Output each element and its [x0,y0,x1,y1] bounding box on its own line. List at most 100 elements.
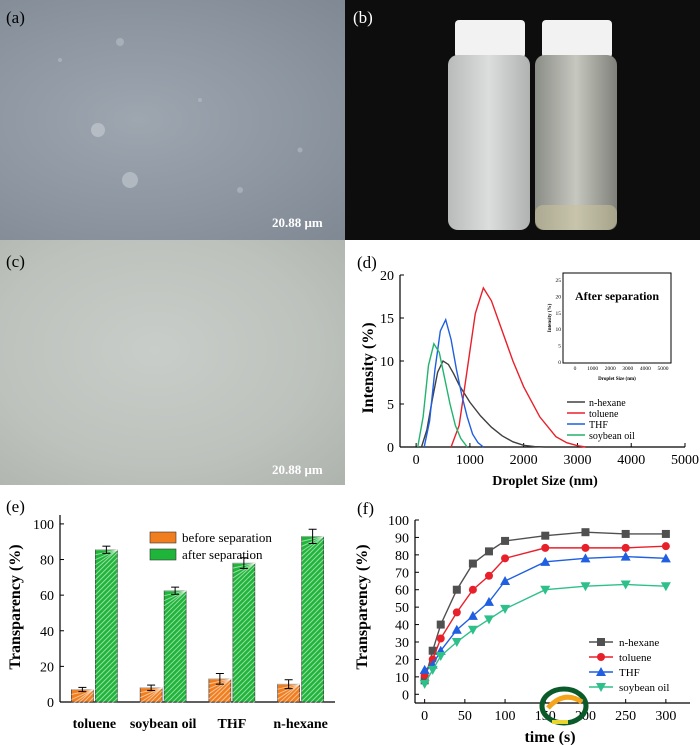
chart-f-data-point [661,542,670,551]
chart-e-bar-hatch [301,624,324,647]
chart-e-bar-hatch [301,654,324,677]
chart-f-legend-label: soybean oil [619,682,669,694]
chart-f-data-point [621,529,630,538]
chart-e-bar-hatch [301,594,324,617]
chart-f-data-point [484,547,493,556]
chart-e-bar-hatch [301,559,324,582]
chart-e-bar-hatch [95,622,118,646]
chart-e-bar-hatch [163,603,187,627]
chart-e-bar-hatch [163,683,187,707]
chart-f-data-point [621,543,630,552]
chart-e-bar-hatch [95,549,118,561]
chart-f-data-point [451,624,462,634]
chart-e-bar-hatch [163,633,187,657]
chart-f-data-point [581,528,590,537]
inset-y-tick-label: 10 [556,327,562,333]
chart-f-data-point [541,543,550,552]
chart-e-bar-hatch [301,614,324,637]
chart-e-bar-hatch [163,693,187,717]
chart-e-bar-hatch [301,684,324,707]
chart-e-bar-hatch [95,592,118,616]
chart-e-legend-label: after separation [182,547,263,562]
scale-bar-c: 20.88 μm [272,462,323,477]
chart-e-bar-hatch [232,562,256,579]
chart-e-bar-hatch [95,577,118,601]
scale-bar-a: 20.88 μm [272,215,323,230]
chart-e-bar-hatch [163,618,187,642]
chart-f-data-point [580,553,591,563]
chart-e-bar-hatch [95,597,118,621]
chart-d-inset: After separation Droplet Size (nm) Inten… [548,272,672,382]
chart-e-bar-hatch [232,660,256,684]
chart-f-data-point [427,665,438,675]
chart-d-legend-label: soybean oil [589,431,635,442]
chart-e-bar-hatch [301,574,324,597]
chart-e-bar-hatch [95,662,118,686]
chart-f-legend-label: THF [619,667,640,679]
chart-f-x-tick-label: 250 [615,709,636,724]
chart-e-bar-hatch [163,590,187,607]
chart-e-bar-hatch [301,584,324,607]
chart-e-bar-hatch [232,640,256,664]
chart-e-category-label: n-hexane [273,717,327,732]
chart-e-bar-hatch [301,629,324,652]
chart-e-bar-hatch [232,680,256,704]
chart-e-bar-hatch [277,696,300,720]
chart-e-y-tick-label: 40 [40,625,54,640]
chart-d-series-line [420,359,546,448]
chart-f-y-tick-label: 60 [395,584,409,599]
chart-e-bar-hatch [95,632,118,656]
chart-e-bar-hatch [71,689,94,700]
chart-e-bar-hatch [301,536,324,557]
inset-x-tick-label: 3000 [622,366,633,372]
chart-f-data-point [468,585,477,594]
chart-f-data-point [484,571,493,580]
inset-x-tick-label: 2000 [605,366,616,372]
chart-f-data-point [436,620,445,629]
micrograph-c: (c) 20.88 μm [0,240,345,485]
chart-e-bar-hatch [208,696,232,720]
chart-transparency-bars: (e) 0 20 40 60 80 100 toluene soybean oil THF n-h… [6,497,335,732]
chart-e-bar-hatch [301,689,324,712]
chart-f-y-tick-label: 20 [395,653,409,668]
chart-f-data-point [661,529,670,538]
chart-e-bar-hatch [232,690,256,714]
chart-e-bar-hatch [232,590,256,614]
chart-f-data-point [580,582,591,592]
chart-e-bar-hatch [232,700,256,724]
chart-d-series-line [450,286,586,448]
chart-e-bar-hatch [232,630,256,654]
chart-e-bar-hatch [163,638,187,662]
chart-e-bar-hatch [95,617,118,641]
chart-e-bar-hatch [232,575,256,599]
chart-e-y-tick-label: 20 [40,660,54,675]
chart-d-y-tick-label: 5 [387,398,394,413]
inset-x-tick-label: 4000 [640,366,651,372]
chart-f-legend-label: n-hexane [619,637,659,649]
chart-e-bar-hatch [163,698,187,722]
chart-d-x-tick-label: 4000 [617,453,645,468]
chart-d-y-tick-label: 15 [380,312,394,327]
chart-e-bar-hatch [163,598,187,622]
chart-e-bar-hatch [163,590,187,612]
chart-d-x-tick-label: 0 [413,453,420,468]
chart-e-bar-hatch [301,674,324,697]
chart-e-bar-hatch [163,658,187,682]
chart-e-legend: before separation after separation [149,530,272,562]
chart-f-data-point [483,596,494,606]
chart-transparency-time: (f) 0 50 100 150 200 250 300010203040506070809… [354,499,690,745]
chart-e-bar-hatch [95,692,118,716]
chart-e-bar-hatch [301,539,324,562]
chart-f-data-point [419,679,430,689]
chart-f-data-point [436,634,445,643]
chart-e-bar-hatch [208,701,232,725]
chart-f-legend-label: toluene [619,652,651,664]
chart-e-bar-hatch [301,609,324,632]
chart-f-legend-marker [596,667,606,676]
panel-label-b: (b) [353,8,373,27]
chart-e-category-label: THF [217,717,246,732]
chart-f-data-point [435,651,446,661]
chart-e-bar-hatch [277,683,300,695]
chart-e-bar-hatch [139,687,163,699]
